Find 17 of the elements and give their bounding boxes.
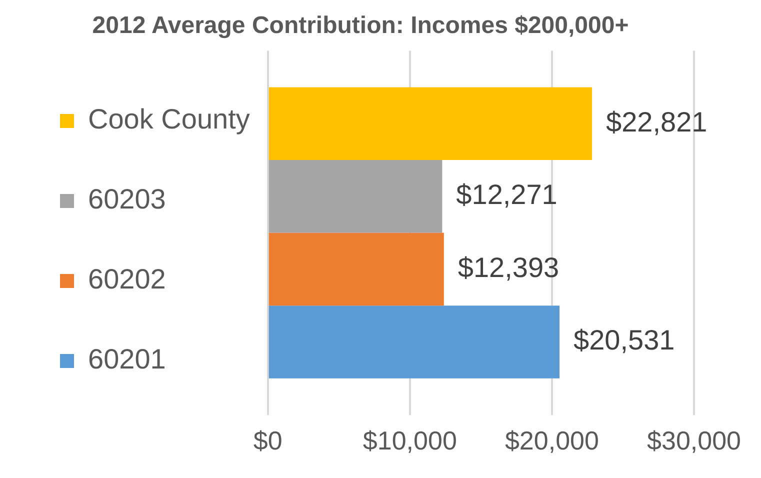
data-label: $12,271 <box>456 179 558 210</box>
legend-label: Cook County <box>88 104 250 135</box>
bar <box>268 232 444 306</box>
legend-label: 60201 <box>88 344 166 375</box>
bar <box>268 87 592 160</box>
x-tick-label: $30,000 <box>647 426 741 456</box>
chart-title: 2012 Average Contribution: Incomes $200,000+ <box>92 12 629 40</box>
bar <box>268 160 442 233</box>
x-tick-label: $20,000 <box>504 426 599 456</box>
data-label: $12,393 <box>458 252 560 283</box>
legend-label: 60202 <box>88 264 166 295</box>
x-tick-label: $0 <box>253 426 282 456</box>
legend-label: 60203 <box>88 184 166 215</box>
data-label: $20,531 <box>574 324 675 356</box>
bar <box>268 306 560 378</box>
x-tick-label: $10,000 <box>362 426 457 456</box>
data-label: $22,821 <box>606 106 708 138</box>
